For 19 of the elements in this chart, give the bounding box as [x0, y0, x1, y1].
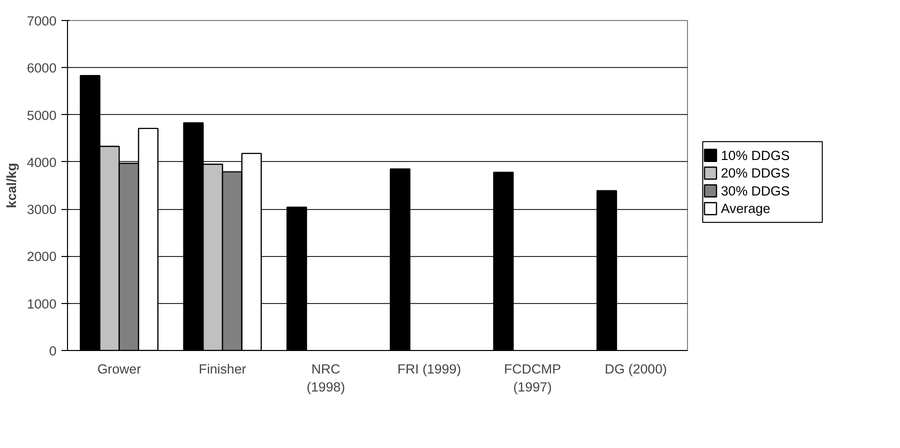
y-tick-label: 3000	[26, 202, 57, 218]
x-tick-label: Finisher	[198, 362, 247, 376]
x-tick-label: DG (2000)	[604, 362, 667, 376]
x-tick-label: FCDCMP (1997)	[504, 362, 562, 394]
y-tick-label: 7000	[26, 14, 57, 28]
y-tick-label: 0	[49, 344, 57, 358]
x-tick-label: Grower	[97, 362, 142, 376]
x-tick-label: FRI (1999)	[397, 362, 462, 376]
y-tick-label: 1000	[26, 296, 57, 312]
legend-label: Average	[720, 201, 770, 216]
y-tick-label: 5000	[26, 108, 57, 123]
legend-label: 20% DDGS	[720, 166, 790, 181]
y-tick-label: 6000	[26, 60, 57, 76]
x-tick-label: NRC (1998)	[306, 362, 346, 394]
legend-label: 10% DDGS	[720, 148, 790, 163]
y-axis-title: kcal/kg	[4, 162, 19, 208]
legend-label: 30% DDGS	[720, 183, 790, 198]
y-tick-label: 4000	[26, 154, 57, 170]
y-tick-label: 2000	[26, 249, 57, 264]
